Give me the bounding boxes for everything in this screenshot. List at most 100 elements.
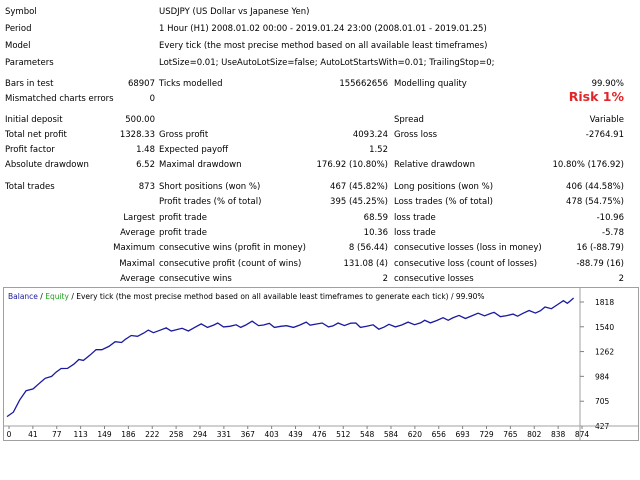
short-label: Short positions (won %) — [159, 182, 261, 192]
x-tick-label: 838 — [551, 430, 566, 439]
short-value: 467 (45.82%) — [330, 182, 388, 192]
period-value: 1 Hour (H1) 2008.01.02 00:00 - 2019.01.2… — [159, 24, 487, 34]
x-tick-label: 620 — [408, 430, 423, 439]
chart-series — [6, 297, 575, 418]
maximal-cons-profit-label: consecutive profit (count of wins) — [159, 259, 302, 269]
x-tick-label: 729 — [479, 430, 494, 439]
loss-trades-label: Loss trades (% of total) — [394, 197, 493, 207]
abs-dd-label: Absolute drawdown — [5, 160, 89, 170]
row-largest: Largest profit trade 68.59 loss trade -1… — [0, 212, 640, 225]
row-maximal: Maximal consecutive profit (count of win… — [0, 258, 640, 271]
x-tick-label: 656 — [432, 430, 447, 439]
gross-loss-label: Gross loss — [394, 130, 438, 140]
gross-profit-label: Gross profit — [159, 130, 209, 140]
average-loss-label: loss trade — [394, 228, 436, 238]
x-tick-label: 77 — [52, 430, 62, 439]
x-tick-label: 802 — [527, 430, 542, 439]
chart-description: Every tick (the most precise method base… — [76, 292, 448, 301]
long-value: 406 (44.58%) — [566, 182, 624, 192]
profit-trades-value: 395 (45.25%) — [330, 197, 388, 207]
mismatched-value: 0 — [149, 94, 155, 104]
x-axis: 0 41 77 113 149 186 222 258 294 331 367 403 439 476 51… — [4, 425, 638, 439]
row-drawdown: Absolute drawdown 6.52 Maximal drawdown … — [0, 159, 640, 172]
legend-equity: Equity — [45, 292, 69, 301]
average-loss-value: -5.78 — [602, 228, 624, 238]
largest-profit-label: profit trade — [159, 213, 207, 223]
max-cons-wins-label: consecutive wins (profit in money) — [159, 243, 306, 253]
largest-loss-label: loss trade — [394, 213, 436, 223]
row-bars: Bars in test 68907 Ticks modelled 155662… — [0, 78, 640, 91]
chart-header: Balance / Equity / Every tick (the most … — [8, 292, 485, 301]
profit-factor-label: Profit factor — [5, 145, 55, 155]
spread-value: Variable — [589, 115, 624, 125]
long-label: Long positions (won %) — [394, 182, 494, 192]
x-tick-label: 439 — [288, 430, 303, 439]
y-tick-label: 705 — [595, 397, 610, 406]
gross-loss-value: -2764.91 — [585, 130, 624, 140]
max-dd-label: Maximal drawdown — [159, 160, 242, 170]
row-deposit: Initial deposit 500.00 Spread Variable — [0, 114, 640, 127]
row-model: Model Every tick (the most precise metho… — [0, 40, 640, 53]
legend-sep-2: / — [69, 292, 76, 301]
bars-label: Bars in test — [5, 79, 54, 89]
x-tick-label: 584 — [384, 430, 399, 439]
max-dd-value: 176.92 (10.80%) — [316, 160, 389, 170]
total-trades-value: 873 — [138, 182, 155, 192]
maximal-cons-loss-value: -88.79 (16) — [576, 259, 624, 269]
chart-svg: Balance / Equity / Every tick (the most … — [4, 288, 638, 440]
net-profit-label: Total net profit — [5, 130, 67, 140]
x-tick-label: 258 — [169, 430, 184, 439]
risk-label: Risk 1% — [568, 89, 624, 104]
avg-cons-wins-value: 2 — [382, 274, 388, 284]
row-profit-factor: Profit factor 1.48 Expected payoff 1.52 — [0, 144, 640, 157]
row-period: Period 1 Hour (H1) 2008.01.02 00:00 - 20… — [0, 23, 640, 36]
row-total-trades: Total trades 873 Short positions (won %)… — [0, 181, 640, 194]
x-tick-label: 222 — [145, 430, 160, 439]
legend-sep-1: / — [38, 292, 45, 301]
total-trades-label: Total trades — [5, 182, 55, 192]
row-net-profit: Total net profit 1328.33 Gross profit 40… — [0, 129, 640, 142]
x-tick-label: 403 — [264, 430, 279, 439]
x-tick-label: 149 — [97, 430, 112, 439]
quality-label: Modelling quality — [394, 79, 467, 89]
maximum-label: Maximum — [113, 243, 155, 253]
y-tick-label: 1818 — [595, 298, 614, 307]
abs-dd-value: 6.52 — [136, 160, 155, 170]
row-average2: Average consecutive wins 2 consecutive l… — [0, 273, 640, 286]
x-tick-label: 331 — [217, 430, 232, 439]
avg-cons-wins-label: consecutive wins — [159, 274, 232, 284]
row-mismatched: Mismatched charts errors 0 Risk 1% — [0, 89, 640, 106]
row-profit-trades: Profit trades (% of total) 395 (45.25%) … — [0, 196, 640, 209]
avg-cons-losses-label: consecutive losses — [394, 274, 474, 284]
row-maximum: Maximum consecutive wins (profit in mone… — [0, 242, 640, 255]
deposit-label: Initial deposit — [5, 115, 63, 125]
expected-payoff-value: 1.52 — [369, 145, 388, 155]
profit-trades-label: Profit trades (% of total) — [159, 197, 262, 207]
gross-profit-value: 4093.24 — [352, 130, 388, 140]
row-parameters: Parameters LotSize=0.01; UseAutoLotSize=… — [0, 57, 640, 70]
parameters-label: Parameters — [5, 58, 54, 68]
x-tick-label: 874 — [575, 430, 590, 439]
ticks-label: Ticks modelled — [159, 79, 223, 89]
net-profit-value: 1328.33 — [119, 130, 155, 140]
x-tick-label: 765 — [503, 430, 518, 439]
maximal-label: Maximal — [119, 259, 155, 269]
quality-value: 99.90% — [591, 79, 624, 89]
loss-trades-value: 478 (54.75%) — [566, 197, 624, 207]
legend-balance: Balance — [8, 292, 38, 301]
x-tick-label: 476 — [312, 430, 327, 439]
average2-label: Average — [120, 274, 155, 284]
largest-loss-value: -10.96 — [596, 213, 624, 223]
symbol-label: Symbol — [5, 7, 37, 17]
x-tick-label: 367 — [241, 430, 256, 439]
spread-label: Spread — [394, 115, 424, 125]
legend-sep-3: / — [449, 292, 456, 301]
y-tick-label: 1262 — [595, 348, 614, 357]
rel-dd-value: 10.80% (176.92) — [552, 160, 625, 170]
x-tick-label: 41 — [28, 430, 38, 439]
balance-line — [6, 297, 575, 418]
max-cons-losses-label: consecutive losses (loss in money) — [394, 243, 542, 253]
average-profit-value: 10.36 — [363, 228, 388, 238]
symbol-value: USDJPY (US Dollar vs Japanese Yen) — [159, 7, 310, 17]
